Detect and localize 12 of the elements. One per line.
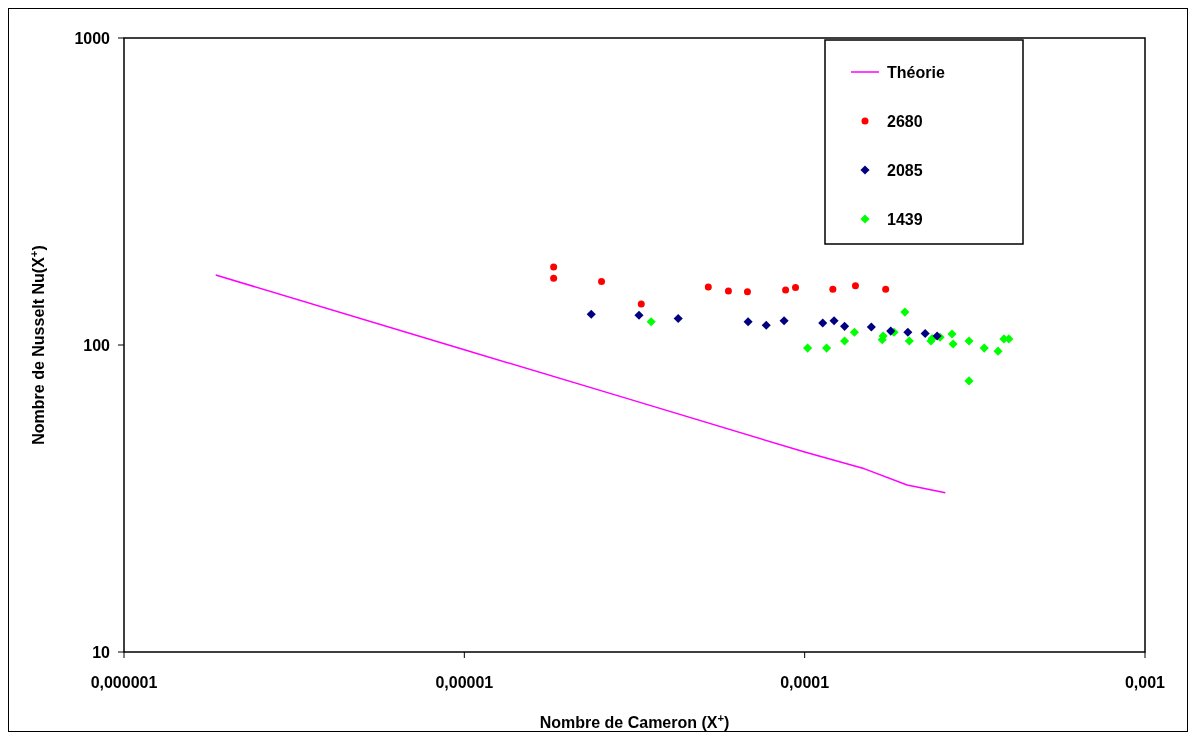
y-tick-label: 10 [92,643,111,661]
legend-label: 2085 [887,161,923,179]
y-tick-label: 1000 [74,29,111,47]
x-tick-label: 0,0001 [780,674,830,691]
legend-label: Théorie [887,63,945,81]
y-tick-label: 100 [83,336,111,354]
x-axis-title: Nombre de Cameron (X$^{+}$) [539,712,730,731]
x-tick-label: 0,00001 [435,674,494,691]
x-tick-label: 0,000001 [90,674,158,691]
legend-label: 1439 [887,210,923,228]
legend-label: 2680 [887,112,923,130]
x-tick-label: 0,001 [1124,674,1166,691]
